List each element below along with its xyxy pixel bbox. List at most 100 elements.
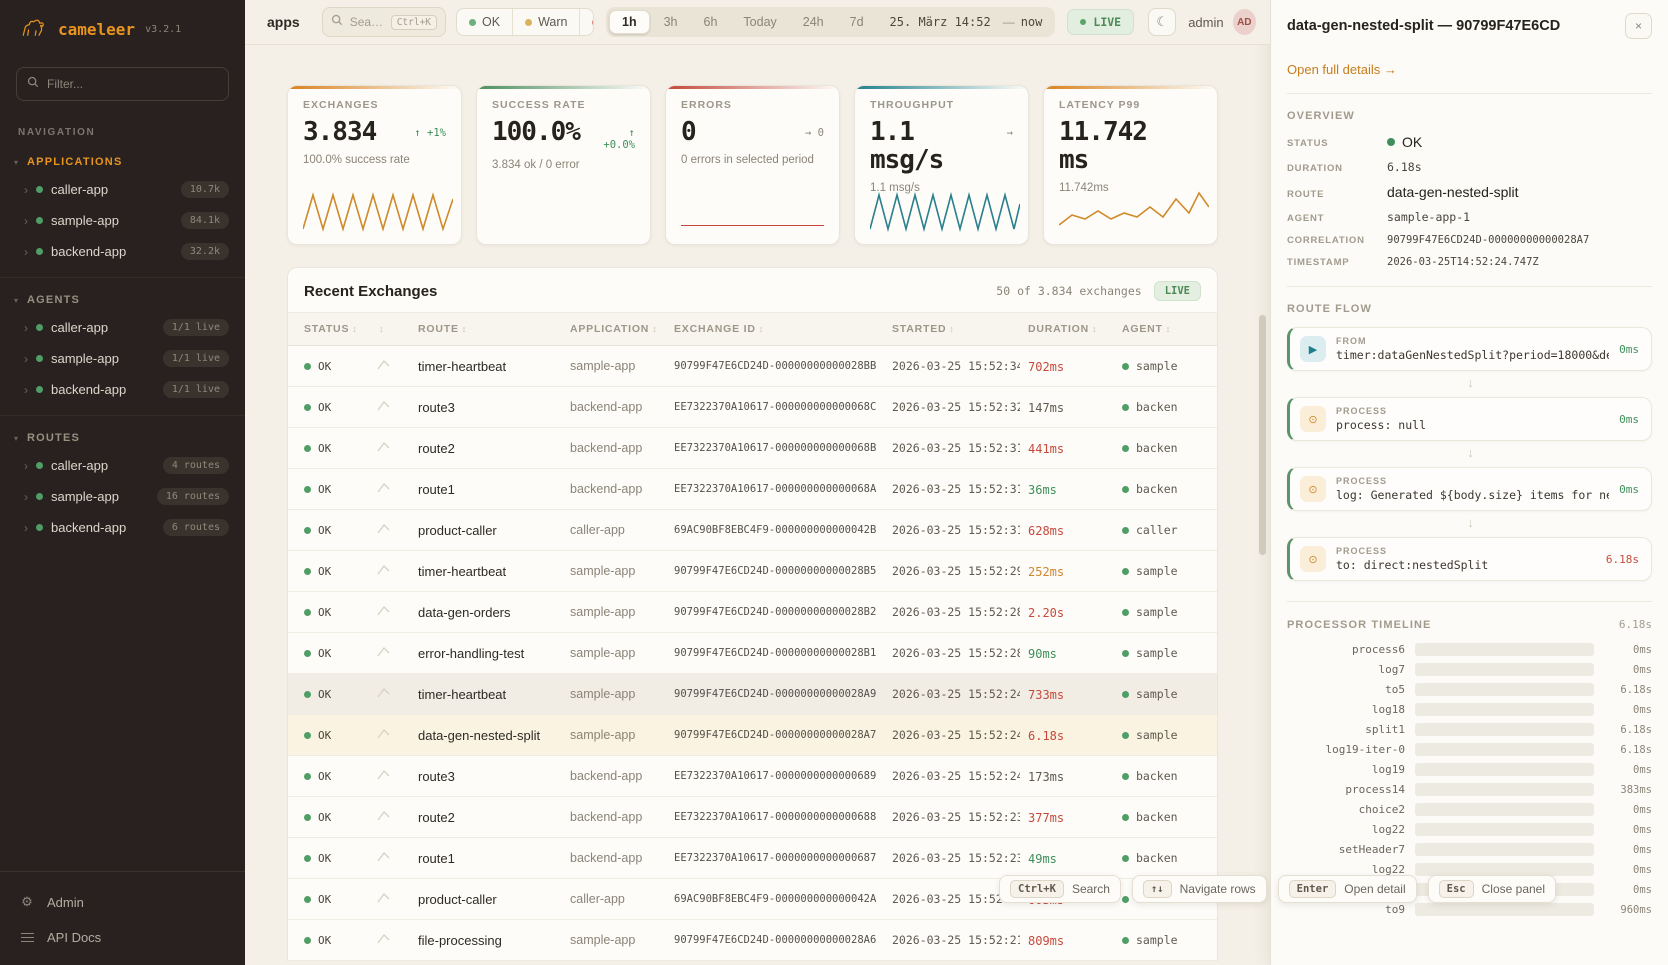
scrollbar-thumb[interactable] (1259, 315, 1266, 555)
col-duration[interactable]: DURATION ↕ (1020, 312, 1114, 346)
status-filter[interactable]: E (579, 9, 594, 35)
table-row[interactable]: OK product-caller caller-app 69AC90BF8EB… (288, 878, 1217, 920)
col-route[interactable]: ROUTE ↕ (410, 312, 562, 346)
metric-card-success-rate[interactable]: SUCCESS RATE 100.0% ↑ +0.0% 3.834 ok / 0 … (476, 85, 651, 245)
status-dot (304, 567, 311, 575)
table-row[interactable]: OK file-processing sample-app 90799F47E6… (288, 919, 1217, 961)
timeline-row: to5 6.18s 6.18s (1287, 683, 1652, 696)
timeline-bar-track (1415, 743, 1594, 756)
close-button[interactable]: × (1625, 13, 1652, 39)
col-started[interactable]: STARTED ↕ (884, 312, 1020, 346)
table-row[interactable]: OK route3 backend-app EE7322370A10617-00… (288, 386, 1217, 428)
date-now-label[interactable]: now (1020, 15, 1043, 29)
route-flow-step[interactable]: ⊙ PROCESS log: Generated ${body.size} it… (1287, 467, 1652, 511)
step-type: PROCESS (1336, 476, 1388, 486)
row-started: 2026-03-25 15:52:29 (884, 550, 1020, 592)
sidebar-item-application[interactable]: › caller-app 10.7k (0, 174, 245, 205)
col-application[interactable]: APPLICATION ↕ (562, 312, 666, 346)
section-header-routes[interactable]: ▾ ROUTES (0, 422, 245, 450)
chevron-right-icon: › (24, 182, 28, 197)
col-spark[interactable]: ↕ (368, 312, 410, 346)
sidebar-item-admin[interactable]: ⚙ Admin (0, 884, 245, 920)
col-agent[interactable]: AGENT ↕ (1114, 312, 1217, 346)
table-row[interactable]: OK route3 backend-app EE7322370A10617-00… (288, 755, 1217, 797)
sidebar-item-agent[interactable]: › backend-app 1/1 live (0, 374, 245, 405)
shortcut-label: Open detail (1344, 882, 1406, 896)
row-sparkline (368, 468, 410, 510)
table-row[interactable]: OK timer-heartbeat sample-app 90799F47E6… (288, 673, 1217, 715)
timeline-row: log19-iter-0 6.18s (1287, 743, 1652, 756)
time-range-button[interactable]: Today (731, 10, 788, 34)
sidebar-filter[interactable] (16, 67, 229, 101)
time-range-button[interactable]: 6h (692, 10, 730, 34)
row-duration: 441ms (1028, 441, 1065, 456)
row-application: backend-app (562, 796, 666, 838)
section-header-agents[interactable]: ▾ AGENTS (0, 284, 245, 312)
timeline-row: split1 6.18s (1287, 723, 1652, 736)
route-flow-step[interactable]: ⊙ PROCESS to: direct:nestedSplit 6.18s (1287, 537, 1652, 581)
sidebar-item-application[interactable]: › sample-app 84.1k (0, 205, 245, 236)
live-toggle[interactable]: LIVE (1067, 9, 1135, 35)
status-filter[interactable]: OK (457, 9, 512, 35)
sidebar-item-route[interactable]: › sample-app 16 routes (0, 481, 245, 512)
row-started: 2026-03-25 15:52:23 (884, 878, 1020, 920)
time-range-button[interactable]: 7d (838, 10, 876, 34)
route-flow-title: ROUTE FLOW (1287, 303, 1372, 315)
search-input[interactable] (349, 15, 384, 29)
timeline-bar-track (1415, 783, 1594, 796)
global-search[interactable]: Ctrl+K (321, 7, 447, 37)
metric-card-exchanges[interactable]: EXCHANGES 3.834 ↑ +1% 100.0% success rat… (287, 85, 462, 245)
row-sparkline (368, 632, 410, 674)
time-range-button[interactable]: 1h (609, 10, 650, 34)
table-row[interactable]: OK route2 backend-app EE7322370A10617-00… (288, 427, 1217, 469)
table-row[interactable]: OK data-gen-orders sample-app 90799F47E6… (288, 591, 1217, 633)
metric-cards: EXCHANGES 3.834 ↑ +1% 100.0% success rat… (287, 85, 1218, 245)
status-filter[interactable]: Warn (512, 9, 579, 35)
table-row[interactable]: OK timer-heartbeat sample-app 90799F47E6… (288, 345, 1217, 387)
table-row[interactable]: OK route1 backend-app EE7322370A10617-00… (288, 837, 1217, 879)
row-status: OK (318, 851, 332, 865)
sidebar-item-application[interactable]: › backend-app 32.2k (0, 236, 245, 267)
table-row[interactable]: OK route1 backend-app EE7322370A10617-00… (288, 468, 1217, 510)
table-row[interactable]: OK error-handling-test sample-app 90799F… (288, 632, 1217, 674)
timeline-bar-track (1415, 663, 1594, 676)
time-range-button[interactable]: 3h (652, 10, 690, 34)
table-row[interactable]: OK timer-heartbeat sample-app 90799F47E6… (288, 550, 1217, 592)
theme-toggle[interactable]: ☾ (1148, 8, 1177, 36)
sidebar-item-route[interactable]: › caller-app 4 routes (0, 450, 245, 481)
open-full-details-link[interactable]: Open full details → (1287, 48, 1652, 94)
sidebar-item-route[interactable]: › backend-app 6 routes (0, 512, 245, 543)
step-duration: 0ms (1619, 482, 1639, 496)
metric-card-errors[interactable]: ERRORS 0 → 0 0 errors in selected period (665, 85, 840, 245)
step-type: PROCESS (1336, 406, 1388, 416)
processor-duration: 6.18s (1620, 683, 1652, 696)
section-header-applications[interactable]: ▾ APPLICATIONS (0, 146, 245, 174)
table-row[interactable]: OK product-caller caller-app 69AC90BF8EB… (288, 509, 1217, 551)
table-row[interactable]: OK data-gen-nested-split sample-app 9079… (288, 714, 1217, 756)
row-exchange-id: 90799F47E6CD24D-00000000000028B2 (666, 591, 884, 633)
col-status[interactable]: STATUS ↕ (288, 312, 368, 346)
chevron-right-icon: › (24, 351, 28, 366)
time-range-button[interactable]: 24h (791, 10, 836, 34)
col-exchange-id[interactable]: EXCHANGE ID ↕ (666, 312, 884, 346)
sidebar-item-api-docs[interactable]: API Docs (0, 920, 245, 955)
table-row[interactable]: OK route2 backend-app EE7322370A10617-00… (288, 796, 1217, 838)
table-header-row: STATUS ↕ ↕ ROUTE ↕ APPLICATION ↕ EXCHANGE I… (288, 312, 1217, 346)
sidebar-item-agent[interactable]: › caller-app 1/1 live (0, 312, 245, 343)
sidebar-item-agent[interactable]: › sample-app 1/1 live (0, 343, 245, 374)
route-flow-step[interactable]: ⊙ PROCESS process: null 0ms (1287, 397, 1652, 441)
shortcut-key: ↑↓ (1142, 880, 1172, 898)
metric-card-latency[interactable]: LATENCY P99 11.742 ms 11.742ms (1043, 85, 1218, 245)
avatar[interactable]: AD (1232, 9, 1256, 35)
section-routes: ▾ ROUTES › caller-app 4 routes › sample-… (0, 415, 245, 553)
metric-card-throughput[interactable]: THROUGHPUT 1.1 msg/s → 1.1 msg/s (854, 85, 1029, 245)
status-dot (304, 403, 311, 411)
filter-input[interactable] (47, 77, 218, 91)
row-route: file-processing (410, 919, 562, 961)
row-duration: 252ms (1028, 564, 1065, 579)
date-range-label[interactable]: 25. März 14:52 (889, 15, 991, 29)
row-started: 2026-03-25 15:52:24 (884, 755, 1020, 797)
row-exchange-id: 90799F47E6CD24D-00000000000028B1 (666, 632, 884, 674)
step-endpoint: timer:dataGenNestedSplit?period=18000&de… (1336, 348, 1609, 362)
route-flow-step[interactable]: ▶ FROM timer:dataGenNestedSplit?period=1… (1287, 327, 1652, 371)
